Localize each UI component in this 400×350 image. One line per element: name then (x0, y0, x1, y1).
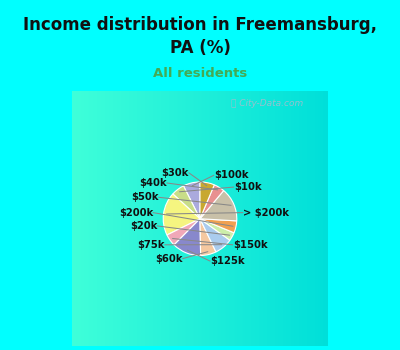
Text: All residents: All residents (153, 67, 247, 80)
Wedge shape (200, 190, 237, 221)
Text: $60k: $60k (155, 254, 183, 264)
Text: $100k: $100k (214, 170, 248, 180)
Wedge shape (200, 185, 224, 219)
Text: $50k: $50k (131, 192, 159, 202)
Text: $125k: $125k (210, 256, 245, 266)
Text: $150k: $150k (233, 240, 267, 250)
Text: ⓘ City-Data.com: ⓘ City-Data.com (231, 99, 303, 108)
Text: Income distribution in Freemansburg,
PA (%): Income distribution in Freemansburg, PA … (23, 16, 377, 57)
Wedge shape (167, 219, 200, 245)
Wedge shape (173, 186, 200, 219)
Wedge shape (200, 219, 237, 233)
Text: $75k: $75k (137, 240, 165, 250)
Wedge shape (174, 219, 201, 256)
Wedge shape (163, 194, 200, 235)
Text: $30k: $30k (161, 168, 189, 178)
Text: > $200k: > $200k (243, 208, 289, 218)
Wedge shape (200, 219, 216, 256)
Text: $40k: $40k (139, 178, 167, 188)
Text: $10k: $10k (234, 182, 261, 192)
Text: $200k: $200k (119, 208, 153, 218)
Text: $20k: $20k (130, 221, 157, 231)
Wedge shape (200, 219, 230, 252)
Wedge shape (200, 219, 234, 240)
Wedge shape (184, 182, 200, 219)
Wedge shape (200, 182, 214, 219)
